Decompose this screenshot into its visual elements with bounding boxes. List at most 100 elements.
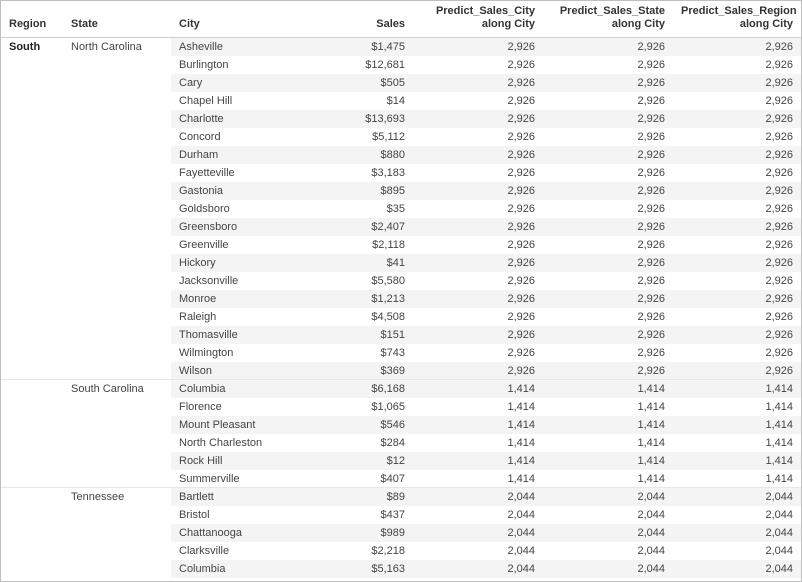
table-row[interactable]: Goldsboro$352,9262,9262,926 — [1, 200, 801, 218]
table-row[interactable]: Chapel Hill$142,9262,9262,926 — [1, 92, 801, 110]
table-row[interactable]: Gastonia$8952,9262,9262,926 — [1, 182, 801, 200]
table-row[interactable]: Charlotte$13,6932,9262,9262,926 — [1, 110, 801, 128]
cell-predict-city: 1,414 — [413, 398, 543, 416]
cell-predict-region: 1,414 — [673, 416, 801, 434]
table-row[interactable]: Raleigh$4,5082,9262,9262,926 — [1, 308, 801, 326]
cell-sales: $2,218 — [285, 542, 413, 560]
data-table-frame: Region State City Sales Predict_Sales_Ci… — [0, 0, 802, 582]
col-state[interactable]: State — [63, 1, 171, 38]
col-predict-region[interactable]: Predict_Sales_Region along City — [673, 1, 801, 38]
table-row[interactable]: Jacksonville$5,5802,9262,9262,926 — [1, 272, 801, 290]
cell-predict-region: 2,926 — [673, 164, 801, 182]
cell-state — [63, 272, 171, 290]
cell-state: South Carolina — [63, 380, 171, 398]
table-row[interactable]: Franklin$9482,0442,0442,044 — [1, 578, 801, 582]
table-row[interactable]: Columbia$5,1632,0442,0442,044 — [1, 560, 801, 578]
cell-predict-city: 2,926 — [413, 56, 543, 74]
table-row[interactable]: Clarksville$2,2182,0442,0442,044 — [1, 542, 801, 560]
cell-predict-region: 1,414 — [673, 434, 801, 452]
cell-predict-state: 2,926 — [543, 218, 673, 236]
table-row[interactable]: Rock Hill$121,4141,4141,414 — [1, 452, 801, 470]
cell-city: Charlotte — [171, 110, 285, 128]
cell-state — [63, 578, 171, 582]
cell-city: North Charleston — [171, 434, 285, 452]
cell-predict-region: 2,044 — [673, 524, 801, 542]
cell-sales: $5,163 — [285, 560, 413, 578]
col-predict-city[interactable]: Predict_Sales_City along City — [413, 1, 543, 38]
cell-predict-state: 1,414 — [543, 434, 673, 452]
table-row[interactable]: Cary$5052,9262,9262,926 — [1, 74, 801, 92]
cell-predict-city: 2,044 — [413, 578, 543, 582]
cell-state — [63, 434, 171, 452]
cell-state — [63, 200, 171, 218]
table-row[interactable]: Bristol$4372,0442,0442,044 — [1, 506, 801, 524]
cell-region — [1, 488, 63, 506]
cell-predict-city: 2,926 — [413, 164, 543, 182]
table-row[interactable]: Thomasville$1512,9262,9262,926 — [1, 326, 801, 344]
table-row[interactable]: Greenville$2,1182,9262,9262,926 — [1, 236, 801, 254]
cell-predict-city: 2,926 — [413, 200, 543, 218]
cell-predict-region: 2,926 — [673, 146, 801, 164]
table-row[interactable]: SouthNorth CarolinaAsheville$1,4752,9262… — [1, 38, 801, 56]
cell-region — [1, 218, 63, 236]
col-city[interactable]: City — [171, 1, 285, 38]
cell-sales: $5,112 — [285, 128, 413, 146]
cell-state — [63, 56, 171, 74]
cell-region — [1, 56, 63, 74]
cell-region — [1, 146, 63, 164]
table-row[interactable]: Fayetteville$3,1832,9262,9262,926 — [1, 164, 801, 182]
cell-state — [63, 290, 171, 308]
cell-predict-region: 2,044 — [673, 560, 801, 578]
cell-state — [63, 398, 171, 416]
cell-predict-region: 2,044 — [673, 578, 801, 582]
table-row[interactable]: Monroe$1,2132,9262,9262,926 — [1, 290, 801, 308]
cell-predict-state: 1,414 — [543, 470, 673, 488]
cell-predict-state: 2,926 — [543, 164, 673, 182]
cell-region — [1, 506, 63, 524]
table-row[interactable]: Wilson$3692,9262,9262,926 — [1, 362, 801, 380]
cell-predict-city: 2,926 — [413, 308, 543, 326]
table-row[interactable]: Hickory$412,9262,9262,926 — [1, 254, 801, 272]
table-row[interactable]: Greensboro$2,4072,9262,9262,926 — [1, 218, 801, 236]
cell-predict-region: 2,926 — [673, 92, 801, 110]
cell-state — [63, 452, 171, 470]
cell-city: Greenville — [171, 236, 285, 254]
cell-region — [1, 308, 63, 326]
cell-predict-city: 1,414 — [413, 434, 543, 452]
cell-sales: $989 — [285, 524, 413, 542]
col-sales[interactable]: Sales — [285, 1, 413, 38]
table-row[interactable]: Mount Pleasant$5461,4141,4141,414 — [1, 416, 801, 434]
cell-sales: $895 — [285, 182, 413, 200]
cell-predict-state: 2,926 — [543, 56, 673, 74]
table-row[interactable]: Burlington$12,6812,9262,9262,926 — [1, 56, 801, 74]
cell-city: Thomasville — [171, 326, 285, 344]
table-row[interactable]: Summerville$4071,4141,4141,414 — [1, 470, 801, 488]
cell-predict-city: 2,926 — [413, 110, 543, 128]
cell-city: Rock Hill — [171, 452, 285, 470]
cell-predict-region: 2,044 — [673, 506, 801, 524]
cell-sales: $89 — [285, 488, 413, 506]
table-row[interactable]: Concord$5,1122,9262,9262,926 — [1, 128, 801, 146]
col-predict-state[interactable]: Predict_Sales_State along City — [543, 1, 673, 38]
table-row[interactable]: Chattanooga$9892,0442,0442,044 — [1, 524, 801, 542]
cell-city: Concord — [171, 128, 285, 146]
cell-predict-city: 2,926 — [413, 92, 543, 110]
cell-state — [63, 506, 171, 524]
table-row[interactable]: Florence$1,0651,4141,4141,414 — [1, 398, 801, 416]
cell-predict-city: 2,926 — [413, 326, 543, 344]
table-row[interactable]: Durham$8802,9262,9262,926 — [1, 146, 801, 164]
cell-sales: $3,183 — [285, 164, 413, 182]
cell-city: Summerville — [171, 470, 285, 488]
table-row[interactable]: North Charleston$2841,4141,4141,414 — [1, 434, 801, 452]
cell-predict-region: 2,926 — [673, 56, 801, 74]
cell-predict-state: 2,926 — [543, 182, 673, 200]
table-row[interactable]: South CarolinaColumbia$6,1681,4141,4141,… — [1, 380, 801, 398]
cell-predict-region: 2,926 — [673, 362, 801, 380]
table-row[interactable]: Wilmington$7432,9262,9262,926 — [1, 344, 801, 362]
table-row[interactable]: TennesseeBartlett$892,0442,0442,044 — [1, 488, 801, 506]
cell-predict-city: 2,926 — [413, 290, 543, 308]
cell-sales: $13,693 — [285, 110, 413, 128]
cell-predict-state: 2,926 — [543, 38, 673, 56]
col-region[interactable]: Region — [1, 1, 63, 38]
cell-predict-city: 2,044 — [413, 488, 543, 506]
